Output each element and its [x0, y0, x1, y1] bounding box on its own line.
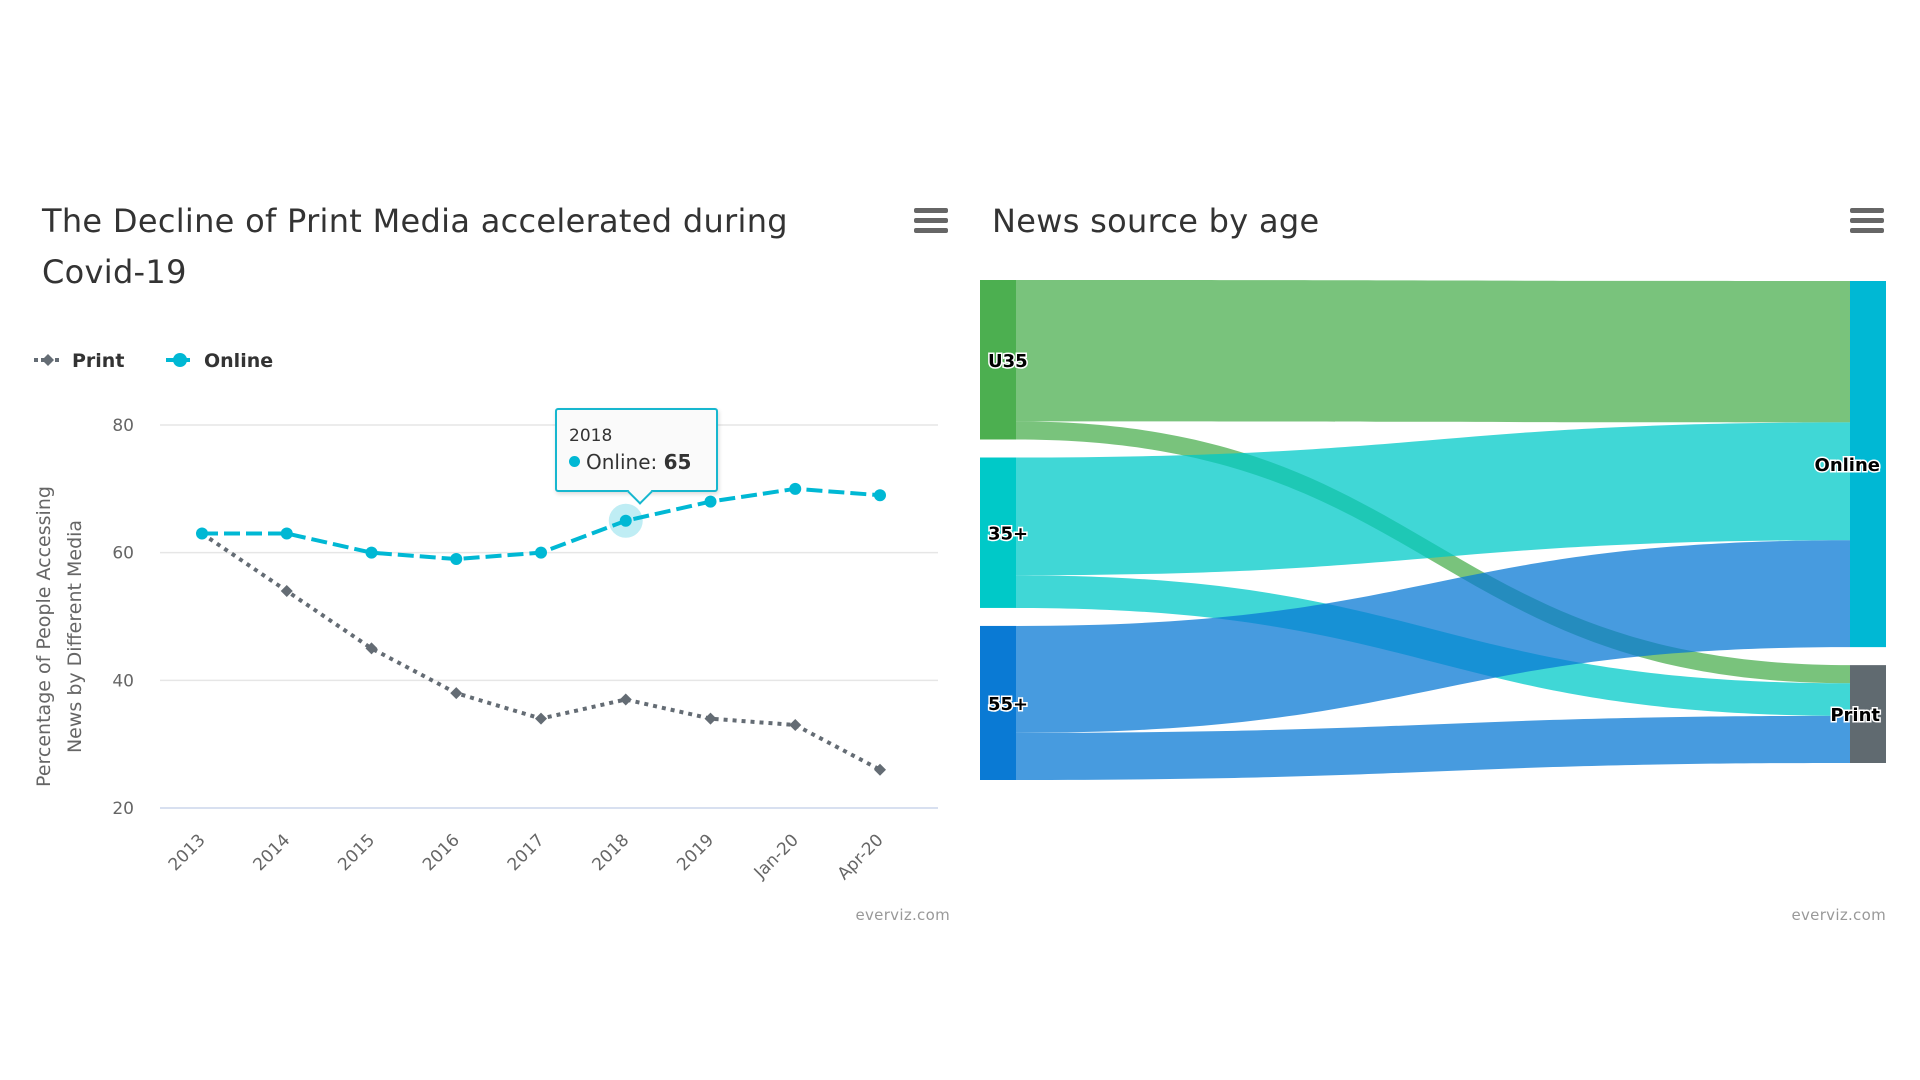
y-axis-title: Percentage of People Accessing News by Di… — [33, 486, 86, 787]
legend-marker — [42, 354, 54, 366]
series-line-print — [200, 531, 881, 772]
x-tick-label: Jan-20 — [750, 830, 803, 883]
data-point-online[interactable] — [196, 527, 208, 540]
sankey-chart-panel: News source by age U35 35+ 55+ Online Print … — [980, 180, 1900, 924]
y-tick-label: 80 — [112, 416, 134, 436]
data-point-print[interactable] — [704, 712, 717, 725]
line-chart-panel: The Decline of Print Media accelerated d… — [30, 180, 950, 924]
data-point-online[interactable] — [450, 553, 463, 566]
data-point-online[interactable] — [280, 527, 293, 540]
data-point-online[interactable] — [365, 546, 378, 559]
chart-credit[interactable]: everviz.com — [1791, 906, 1886, 924]
sankey-link-55plus-print[interactable] — [1016, 715, 1850, 780]
data-point-print[interactable] — [450, 687, 463, 700]
data-point-print[interactable] — [535, 712, 547, 725]
x-tick-label: 2018 — [589, 830, 634, 875]
data-point-print[interactable] — [789, 719, 802, 732]
sankey-chart-title: News source by age — [992, 202, 1320, 240]
line-chart-plot: 20 40 60 80 Percentage of People Accessing Ne… — [33, 350, 938, 884]
y-tick-label: 60 — [112, 544, 134, 564]
sankey-node-55plus[interactable] — [980, 625, 1016, 780]
sankey-node-online[interactable] — [1850, 281, 1886, 648]
x-tick-label: 2017 — [504, 830, 549, 875]
tooltip-body: Online: 65 — [569, 450, 691, 474]
data-point-print[interactable] — [280, 584, 293, 597]
x-tick-label: 2014 — [250, 830, 295, 875]
sankey-node-label: Online — [1815, 455, 1880, 476]
sankey-link-35plus-online[interactable] — [1016, 422, 1850, 576]
tooltip-series-dot — [569, 456, 580, 467]
sankey-node-35plus[interactable] — [980, 457, 1016, 608]
sankey-node-label: Print — [1830, 705, 1880, 726]
sankey-node-u35[interactable] — [980, 280, 1016, 440]
sankey-node-label: 55+ — [988, 694, 1028, 715]
legend-label: Online — [204, 350, 273, 372]
data-point-online[interactable] — [704, 495, 717, 508]
y-tick-label: 40 — [112, 671, 134, 691]
y-axis-title-line: News by Different Media — [64, 520, 86, 753]
legend-label: Print — [72, 350, 124, 372]
sankey-node-label: U35 — [988, 351, 1028, 372]
chart-tooltip: 2018 Online: 65 — [555, 408, 718, 492]
x-tick-label: 2013 — [165, 830, 210, 875]
tooltip-value: 65 — [663, 450, 692, 474]
hamburger-menu-icon[interactable] — [914, 208, 948, 236]
x-tick-label: 2016 — [419, 830, 464, 875]
data-point-online[interactable] — [619, 514, 632, 527]
data-point-online[interactable] — [789, 482, 802, 495]
line-chart-title: The Decline of Print Media accelerated d… — [42, 202, 788, 291]
legend-item-print[interactable]: Print — [34, 350, 124, 372]
data-point-online[interactable] — [874, 489, 886, 502]
sankey-node-print[interactable] — [1850, 665, 1886, 763]
hamburger-menu-icon[interactable] — [1850, 208, 1884, 236]
sankey-link-u35-online[interactable] — [1016, 280, 1850, 423]
y-tick-label: 20 — [112, 799, 134, 819]
sankey-chart-plot: U35 35+ 55+ Online Print — [980, 280, 1886, 780]
x-tick-label: 2015 — [334, 830, 379, 875]
data-point-print[interactable] — [619, 693, 632, 706]
chart-credit[interactable]: everviz.com — [855, 906, 950, 924]
x-tick-label: Apr-20 — [834, 830, 888, 884]
sankey-link-55plus-online[interactable] — [1016, 540, 1850, 733]
data-point-print[interactable] — [365, 642, 378, 655]
tooltip-series-name: Online — [586, 450, 651, 474]
sankey-node-label: 35+ — [988, 524, 1028, 545]
legend-item-online[interactable]: Online — [166, 350, 273, 372]
data-point-online[interactable] — [535, 546, 547, 559]
data-point-print[interactable] — [874, 763, 886, 776]
legend-marker — [173, 353, 187, 367]
x-tick-label: 2019 — [673, 830, 718, 875]
y-axis-title-line: Percentage of People Accessing — [33, 486, 55, 787]
tooltip-header: 2018 — [569, 426, 613, 446]
